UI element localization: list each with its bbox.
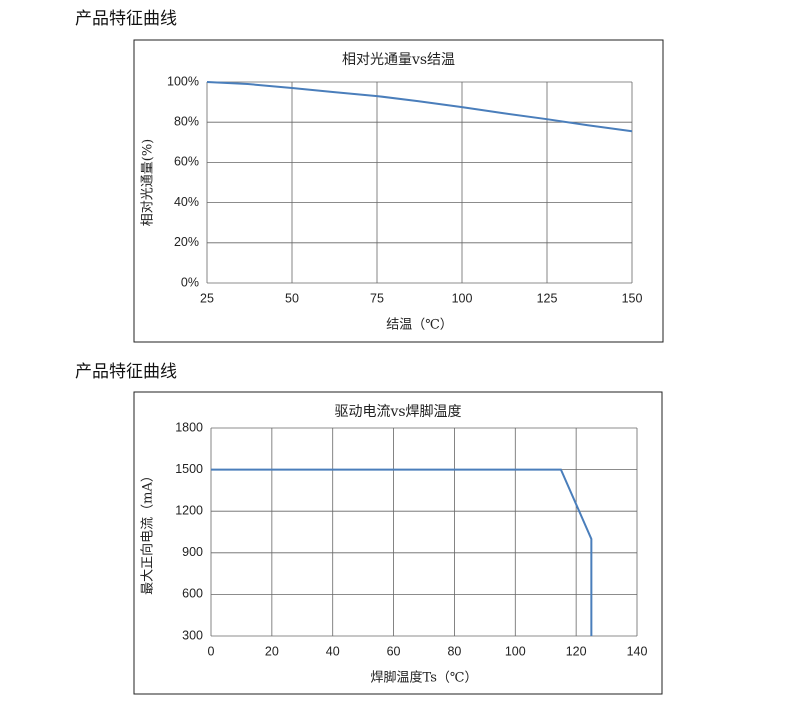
x-tick-label: 20 [265,644,279,658]
heading: 产品特征曲线 [75,9,177,29]
x-tick-label: 100 [452,291,473,305]
heading: 产品特征曲线 [75,362,177,382]
chart-frame [133,391,663,695]
y-tick-label: 100% [167,74,199,88]
x-axis-label: 结温（℃） [386,318,453,333]
y-tick-label: 80% [174,114,199,128]
y-tick-label: 0% [181,275,199,289]
y-tick-label: 1800 [175,420,203,434]
y-axis-label: 最大正向电流（mA） [140,469,156,595]
x-tick-label: 140 [627,644,648,658]
x-tick-label: 60 [387,644,401,658]
x-tick-label: 150 [622,291,643,305]
chart-title: 驱动电流vs焊脚温度 [334,404,461,420]
x-axis-label: 焊脚温度Ts（℃） [371,670,478,686]
y-tick-label: 900 [182,545,203,559]
y-tick-label: 1500 [175,462,203,476]
x-tick-label: 80 [447,644,461,658]
chart-frame [133,39,664,343]
chart-title: 相对光通量vs结温 [342,52,455,68]
x-tick-label: 75 [370,291,384,305]
x-tick-label: 0 [208,644,215,658]
x-tick-label: 100 [505,644,526,658]
data-line [206,81,633,133]
y-tick-label: 40% [174,195,199,209]
y-tick-label: 20% [174,235,199,249]
y-axis-label: 相对光通量(%) [141,139,156,227]
x-tick-label: 120 [566,644,587,658]
y-tick-label: 300 [182,628,203,642]
data-line [211,468,593,636]
y-tick-label: 600 [182,587,203,601]
y-tick-label: 60% [174,155,199,169]
x-tick-label: 40 [326,644,340,658]
x-tick-label: 125 [537,291,558,305]
x-tick-label: 50 [285,291,299,305]
x-tick-label: 25 [200,291,214,305]
y-tick-label: 1200 [175,503,203,517]
